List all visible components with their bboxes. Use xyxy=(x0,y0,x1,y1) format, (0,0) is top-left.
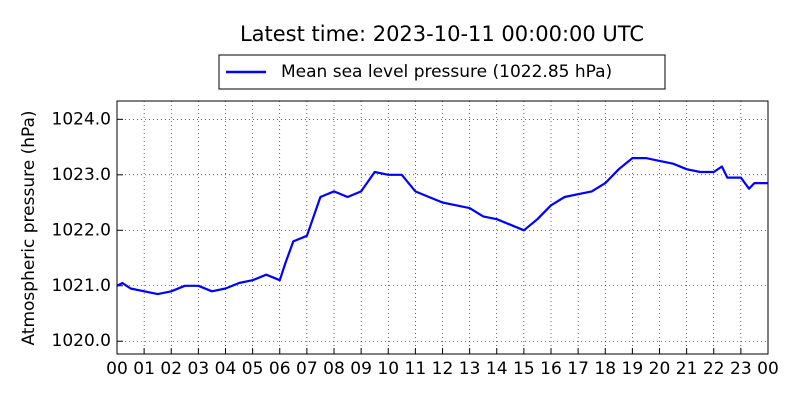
x-tick-label: 02 xyxy=(160,359,182,379)
y-axis-label: Atmospheric pressure (hPa) xyxy=(19,110,39,345)
line xyxy=(116,157,768,296)
x-tick-label: 00 xyxy=(757,359,779,379)
y-tick-label: 1023.0 xyxy=(52,165,111,185)
legend-label: Mean sea level pressure (1022.85 hPa) xyxy=(281,62,612,82)
x-tick-label: 08 xyxy=(323,359,345,379)
x-tick-label: 17 xyxy=(567,359,589,379)
y-tick-label: 1020.0 xyxy=(52,331,111,351)
y-tick-label: 1021.0 xyxy=(52,276,111,296)
x-tick-label: 14 xyxy=(486,359,508,379)
x-tick-label: 03 xyxy=(188,359,210,379)
y-tick-label: 1022.0 xyxy=(52,220,111,240)
legend-box xyxy=(218,54,666,90)
x-tick-label: 07 xyxy=(296,359,318,379)
x-tick-label: 01 xyxy=(133,359,155,379)
x-tick-label: 16 xyxy=(540,359,562,379)
x-tick-label: 00 xyxy=(106,359,128,379)
y-tick-label: 1024.0 xyxy=(52,109,111,129)
x-tick-label: 23 xyxy=(730,359,752,379)
x-tick-label: 15 xyxy=(513,359,535,379)
x-tick-label: 06 xyxy=(269,359,291,379)
x-tick-label: 10 xyxy=(377,359,399,379)
x-tick-label: 11 xyxy=(405,359,427,379)
x-tick-label: 19 xyxy=(622,359,644,379)
x-tick-label: 09 xyxy=(350,359,372,379)
x-tick-label: 20 xyxy=(649,359,671,379)
x-tick-label: 04 xyxy=(215,359,237,379)
x-tick-label: 05 xyxy=(242,359,264,379)
x-tick-label: 13 xyxy=(459,359,481,379)
x-tick-label: 18 xyxy=(594,359,616,379)
plot-frame xyxy=(116,100,769,355)
x-tick-label: 21 xyxy=(676,359,698,379)
x-tick-label: 22 xyxy=(703,359,725,379)
x-tick-label: 12 xyxy=(432,359,454,379)
chart-title: Latest time: 2023-10-11 00:00:00 UTC xyxy=(240,22,644,46)
